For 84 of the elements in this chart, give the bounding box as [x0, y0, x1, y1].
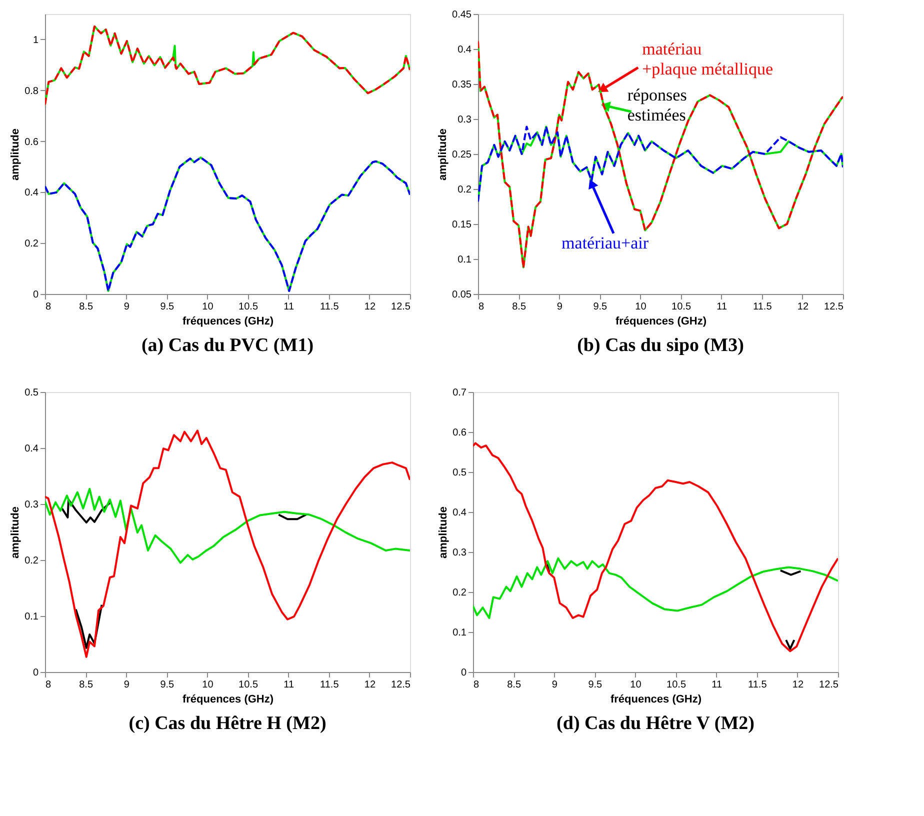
x-axis-title: fréquences (GHz) — [615, 316, 707, 328]
y-tick-label: 0.7 — [452, 388, 467, 398]
x-tick-label: 12 — [364, 302, 376, 312]
annotation: matériau+air — [562, 233, 649, 252]
y-tick-label: 0.6 — [452, 428, 467, 438]
y-tick-label: 0.3 — [458, 114, 472, 126]
y-tick-label: 0.2 — [24, 238, 39, 250]
x-tick-label: 9.5 — [160, 680, 175, 690]
y-tick-label: 0 — [32, 668, 39, 678]
x-tick-label: 8 — [474, 680, 480, 690]
x-tick-label: 12.5 — [819, 680, 839, 690]
x-tick-label: 8.5 — [79, 680, 94, 690]
x-tick-label: 8 — [478, 302, 484, 312]
text: (a) Cas du PVC (M1) — [141, 335, 314, 356]
x-tick-label: 12.5 — [391, 680, 411, 690]
y-tick-label: 0.4 — [24, 188, 39, 199]
x-tick-label: 9.5 — [593, 302, 608, 312]
y-tick-label: 0.1 — [452, 628, 467, 638]
x-tick-label: 11 — [712, 680, 722, 690]
annotation: réponses estimées — [627, 86, 687, 125]
x-tick-label: 9 — [124, 680, 130, 690]
x-tick-label: 10 — [635, 302, 647, 312]
y-tick-label: 0.15 — [452, 220, 472, 230]
text: (d) Cas du Hêtre V (M2) — [556, 713, 754, 734]
x-axis-title: fréquences (GHz) — [610, 694, 702, 706]
x-tick-label: 12 — [797, 302, 809, 312]
y-tick-label: 0.05 — [452, 290, 472, 300]
x-tick-label: 9 — [552, 680, 558, 690]
y-tick-label: 0.5 — [24, 388, 39, 398]
y-tick-label: 0.4 — [24, 444, 39, 454]
x-tick-label: 10.5 — [666, 680, 686, 690]
x-tick-label: 9 — [556, 302, 563, 312]
x-tick-label: 8.5 — [507, 680, 522, 690]
x-tick-label: 12 — [792, 680, 804, 690]
x-tick-label: 12.5 — [824, 302, 844, 312]
x-tick-label: 10 — [202, 302, 214, 312]
y-tick-label: 0.5 — [452, 468, 467, 478]
x-tick-label: 11.5 — [320, 680, 340, 690]
x-tick-label: 11.5 — [320, 302, 340, 312]
x-tick-label: 9.5 — [588, 680, 603, 690]
x-axis-title: fréquences (GHz) — [182, 316, 274, 328]
y-tick-label: 0.6 — [24, 136, 39, 148]
y-axis-title: amplitude — [10, 128, 22, 180]
y-axis-title: amplitude — [10, 506, 22, 558]
text: (c) Cas du Hêtre H (M2) — [128, 713, 326, 734]
y-tick-label: 0.3 — [24, 500, 39, 510]
y-tick-label: 0.2 — [24, 556, 39, 566]
x-tick-label: 11.5 — [748, 680, 768, 690]
y-tick-label: 0.45 — [452, 10, 472, 20]
x-tick-label: 8 — [46, 302, 52, 312]
y-tick-label: 1 — [32, 34, 39, 46]
y-axis-title: amplitude — [438, 506, 450, 558]
x-tick-label: 10.5 — [238, 680, 258, 690]
y-tick-label: 0.35 — [452, 80, 472, 90]
x-tick-label: 8.5 — [79, 302, 94, 312]
y-axis-title: amplitude — [437, 128, 450, 180]
x-tick-label: 10.5 — [672, 302, 692, 312]
y-tick-label: 0.25 — [452, 150, 472, 160]
x-tick-label: 11 — [284, 302, 294, 312]
y-tick-label: 0 — [460, 668, 467, 678]
x-tick-label: 9.5 — [160, 302, 175, 312]
y-tick-label: 0.4 — [458, 44, 472, 56]
x-tick-label: 10 — [202, 680, 214, 690]
y-tick-label: 0.2 — [458, 184, 472, 196]
y-tick-label: 0 — [32, 290, 39, 300]
x-tick-label: 8.5 — [512, 302, 526, 312]
x-tick-label: 11.5 — [753, 302, 772, 312]
y-tick-label: 0.2 — [452, 588, 467, 598]
x-tick-label: 12.5 — [391, 302, 411, 312]
y-tick-label: 0.1 — [458, 254, 472, 266]
y-tick-label: 0.1 — [24, 612, 39, 622]
x-tick-label: 8 — [46, 680, 52, 690]
x-tick-label: 9 — [124, 302, 130, 312]
x-tick-label: 11 — [284, 680, 294, 690]
y-tick-label: 0.4 — [452, 508, 467, 518]
y-tick-label: 0.3 — [452, 548, 467, 558]
x-tick-label: 12 — [364, 680, 376, 690]
text: (b) Cas du sipo (M3) — [577, 335, 744, 356]
x-tick-label: 10 — [630, 680, 642, 690]
x-tick-label: 10.5 — [238, 302, 258, 312]
annotation: matériau +plaque métallique — [642, 40, 774, 79]
x-axis-title: fréquences (GHz) — [182, 694, 274, 706]
y-tick-label: 0.8 — [24, 86, 39, 97]
x-tick-label: 11 — [716, 302, 728, 312]
